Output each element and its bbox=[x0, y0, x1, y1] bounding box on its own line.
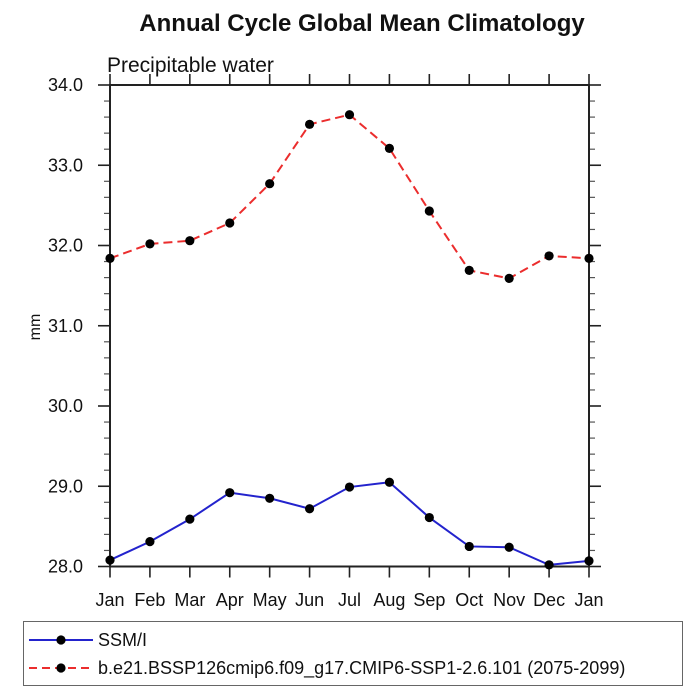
data-point-marker bbox=[304, 504, 315, 514]
data-point-marker bbox=[225, 488, 235, 498]
x-tick-label: Feb bbox=[134, 590, 165, 610]
legend-label-ssmi: SSM/I bbox=[98, 629, 148, 650]
series-line-1 bbox=[109, 113, 590, 280]
x-tick-label: Mar bbox=[174, 590, 205, 610]
y-tick-label: 30.0 bbox=[48, 396, 83, 416]
data-point-marker bbox=[464, 265, 474, 275]
x-tick-label: Dec bbox=[533, 590, 565, 610]
y-tick-label: 33.0 bbox=[48, 155, 83, 175]
data-point-marker bbox=[145, 239, 155, 249]
data-point-marker bbox=[424, 512, 434, 523]
x-tick-label: May bbox=[253, 590, 287, 610]
chart-subtitle: Precipitable water bbox=[107, 54, 274, 77]
legend-box: SSM/I b.e21.BSSP126cmip6.f09_g17.CMIP6-S… bbox=[23, 621, 683, 686]
data-point-marker bbox=[504, 273, 514, 284]
legend-item-model: b.e21.BSSP126cmip6.f09_g17.CMIP6-SSP1-2.… bbox=[28, 658, 625, 678]
data-point-marker bbox=[424, 206, 434, 216]
data-point-marker bbox=[464, 541, 474, 552]
x-tick-label: Jan bbox=[95, 590, 124, 610]
x-tick-label: Aug bbox=[373, 590, 405, 610]
x-tick-label: Oct bbox=[455, 590, 483, 610]
y-tick-label: 32.0 bbox=[48, 236, 83, 256]
legend-item-ssmi: SSM/I bbox=[28, 630, 147, 650]
legend-line-dashed-icon bbox=[29, 663, 93, 673]
data-point-marker bbox=[105, 253, 115, 263]
data-point-marker bbox=[384, 477, 395, 487]
data-point-marker bbox=[584, 253, 594, 263]
data-point-marker bbox=[265, 179, 275, 189]
legend-label-model: b.e21.BSSP126cmip6.f09_g17.CMIP6-SSP1-2.… bbox=[98, 657, 626, 678]
data-point-marker bbox=[544, 560, 554, 570]
data-point-marker bbox=[344, 482, 355, 492]
data-point-marker bbox=[544, 251, 554, 261]
data-point-marker bbox=[185, 236, 195, 246]
data-point-marker bbox=[185, 514, 195, 524]
x-tick-label: Sep bbox=[413, 590, 445, 610]
chart-title: Annual Cycle Global Mean Climatology bbox=[139, 10, 585, 37]
data-point-marker bbox=[584, 556, 594, 566]
y-tick-label: 29.0 bbox=[48, 476, 83, 496]
y-tick-label: 34.0 bbox=[48, 75, 83, 95]
axis-frame bbox=[109, 84, 590, 568]
x-tick-label: Jun bbox=[295, 590, 324, 610]
x-tick-label: Jan bbox=[574, 590, 603, 610]
y-tick-label: 31.0 bbox=[48, 316, 83, 336]
data-point-marker bbox=[304, 119, 315, 129]
data-point-marker bbox=[105, 555, 115, 565]
legend-line-solid-icon bbox=[29, 635, 93, 645]
data-point-marker bbox=[225, 218, 235, 228]
x-tick-label: Nov bbox=[493, 590, 525, 610]
data-point-marker bbox=[265, 493, 275, 503]
data-point-marker bbox=[344, 110, 355, 120]
x-tick-label: Jul bbox=[338, 590, 361, 610]
data-point-marker bbox=[145, 537, 155, 547]
x-tick-label: Apr bbox=[216, 590, 244, 610]
series-line-0 bbox=[109, 481, 590, 566]
data-point-marker bbox=[504, 542, 514, 552]
data-point-marker bbox=[384, 143, 395, 153]
y-tick-label: 28.0 bbox=[48, 557, 83, 577]
